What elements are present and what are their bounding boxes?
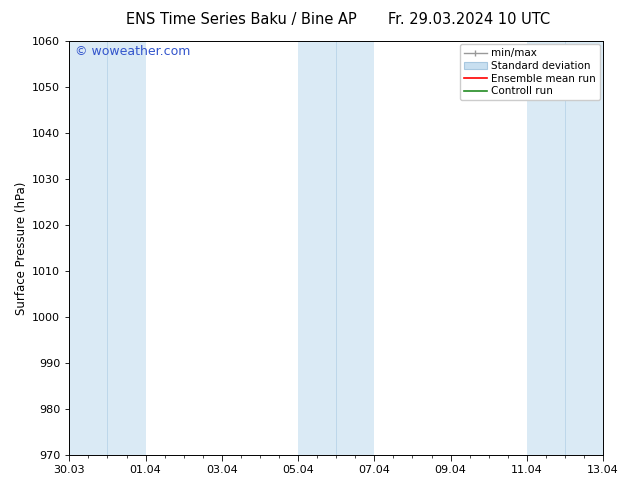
Text: ENS Time Series Baku / Bine AP: ENS Time Series Baku / Bine AP: [126, 12, 356, 27]
Text: © woweather.com: © woweather.com: [75, 45, 190, 58]
Bar: [69, 41, 146, 455]
Bar: [298, 41, 374, 455]
Text: Fr. 29.03.2024 10 UTC: Fr. 29.03.2024 10 UTC: [388, 12, 550, 27]
Y-axis label: Surface Pressure (hPa): Surface Pressure (hPa): [15, 181, 28, 315]
Bar: [527, 41, 603, 455]
Legend: min/max, Standard deviation, Ensemble mean run, Controll run: min/max, Standard deviation, Ensemble me…: [460, 44, 600, 100]
